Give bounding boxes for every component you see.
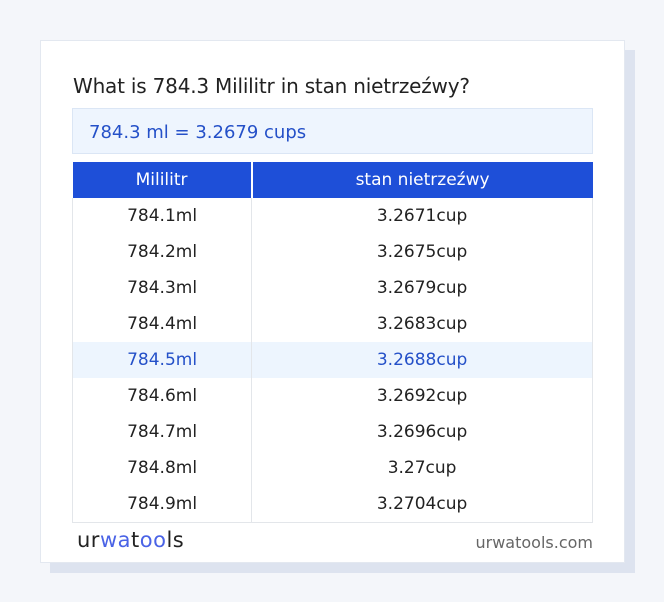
cell-cups: 3.2675cup [251,234,593,270]
cell-cups: 3.27cup [251,450,593,486]
table-row: 784.3ml 3.2679cup [71,270,593,306]
cell-cups: 3.2671cup [251,198,593,234]
page-title: What is 784.3 Mililitr in stan nietrzeźw… [73,74,470,98]
cell-cups: 3.2704cup [251,486,593,523]
table-row: 784.9ml 3.2704cup [71,486,593,523]
cell-cups: 3.2692cup [251,378,593,414]
table-row: 784.6ml 3.2692cup [71,378,593,414]
cell-mililitr: 784.2ml [71,234,253,270]
table-row: 784.5ml 3.2688cup [71,342,593,378]
result-text: 784.3 ml = 3.2679 cups [89,122,307,143]
cell-mililitr: 784.5ml [71,342,253,378]
table-row: 784.8ml 3.27cup [71,450,593,486]
cell-mililitr: 784.8ml [71,450,253,486]
table-row: 784.1ml 3.2671cup [71,198,593,234]
column-header-mililitr: Mililitr [72,162,252,198]
site-link[interactable]: urwatools.com [475,533,594,552]
cell-mililitr: 784.4ml [71,306,253,342]
cell-cups: 3.2679cup [251,270,593,306]
converter-card: What is 784.3 Mililitr in stan nietrzeźw… [40,40,625,563]
urwatools-logo[interactable]: urwatools [77,528,185,552]
conversion-table: Mililitr stan nietrzeźwy 784.1ml 3.2671cu… [71,162,593,523]
cell-mililitr: 784.9ml [71,486,253,523]
cell-mililitr: 784.1ml [71,198,253,234]
cell-mililitr: 784.3ml [71,270,253,306]
table-row: 784.4ml 3.2683cup [71,306,593,342]
cell-mililitr: 784.7ml [71,414,253,450]
result-box: 784.3 ml = 3.2679 cups [72,108,593,154]
cell-mililitr: 784.6ml [71,378,253,414]
cell-cups: 3.2696cup [251,414,593,450]
table-row: 784.2ml 3.2675cup [71,234,593,270]
cell-cups: 3.2683cup [251,306,593,342]
cell-cups: 3.2688cup [251,342,593,378]
table-row: 784.7ml 3.2696cup [71,414,593,450]
column-header-stan-nietrzezwy: stan nietrzeźwy [250,162,593,198]
